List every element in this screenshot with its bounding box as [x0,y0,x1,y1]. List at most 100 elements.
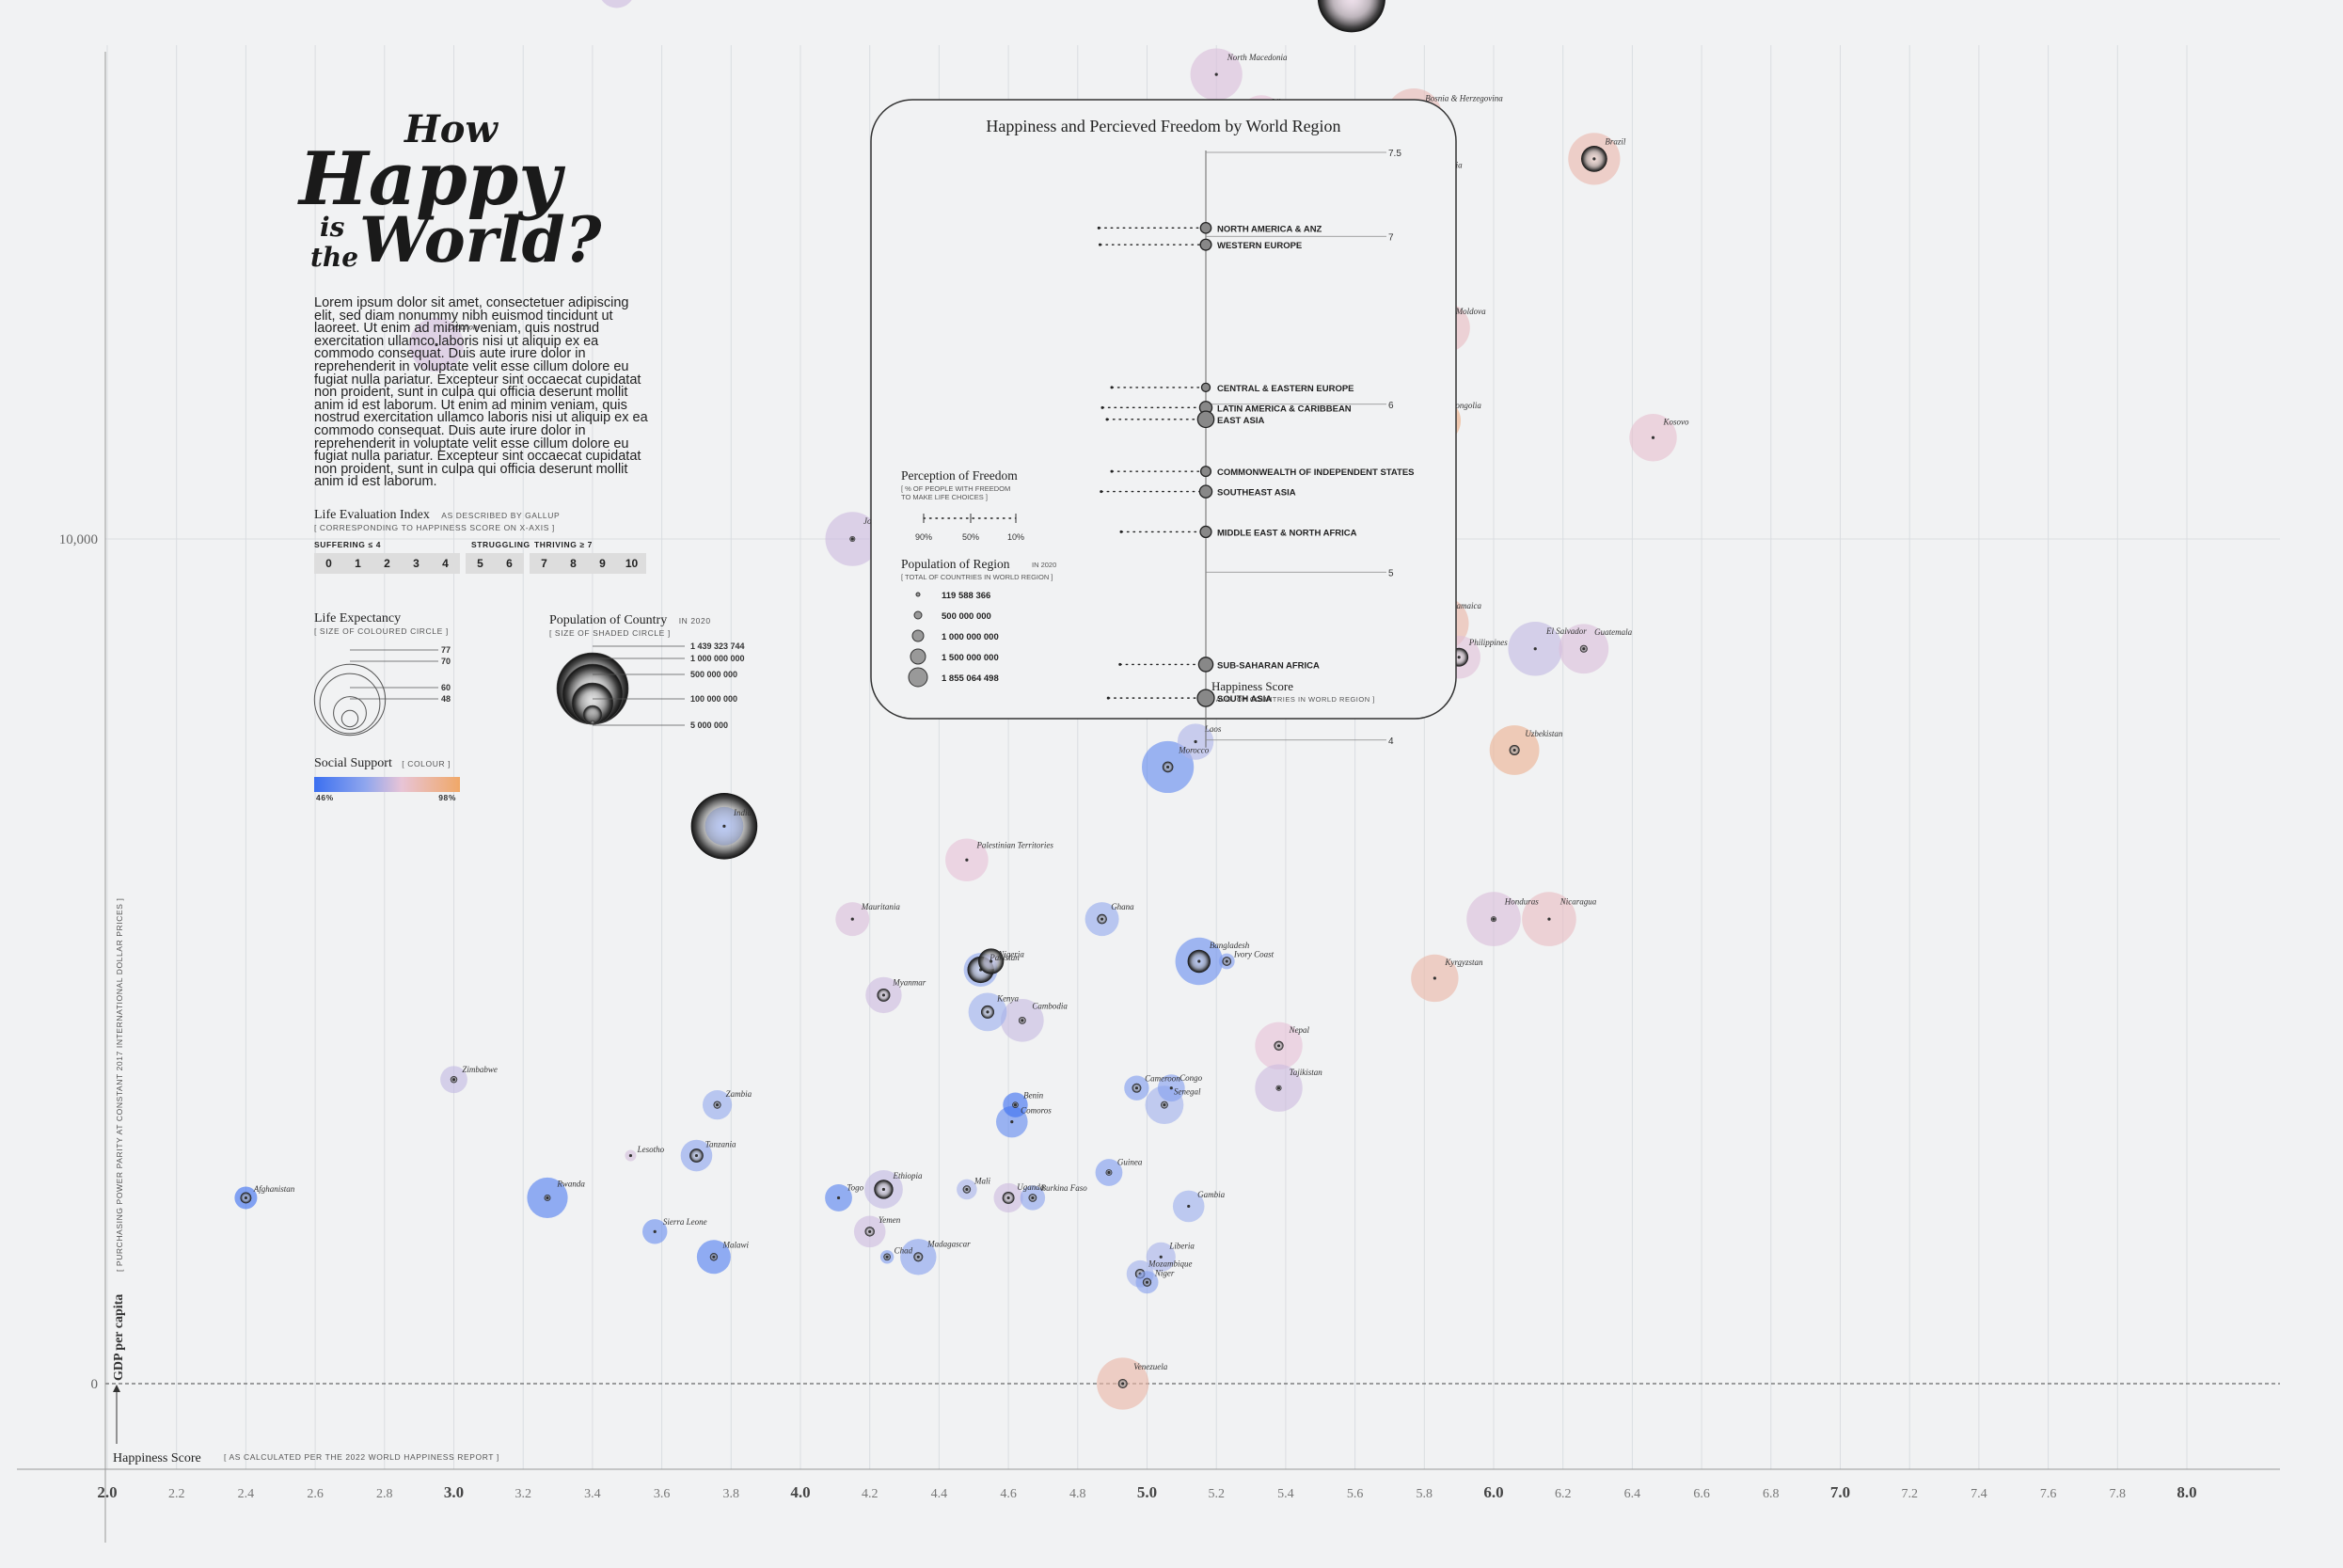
x-tick-label: 5.6 [1347,1487,1364,1501]
social-title: Social Support [314,756,392,770]
country-label: Togo [847,1183,863,1193]
country-label: Uzbekistan [1525,729,1562,738]
region-population-marker [1199,238,1212,251]
x-tick-label: 6.0 [1483,1483,1503,1501]
country-guinea [1095,1159,1123,1186]
region-label: MIDDLE EAST & NORTH AFRICA [1217,528,1357,538]
country-label: Venezuela [1133,1362,1167,1371]
region-freedom-dot [1105,418,1109,421]
popreg-legend-circle [915,592,921,597]
country-mauritania [835,902,870,937]
life-exp-legend-circle [319,673,381,735]
country-center-dot [868,1229,872,1233]
x-tick-label: 4.0 [790,1483,810,1501]
country-center-dot [1457,656,1461,659]
pop-title: Population of Country [549,613,668,627]
country-ghana [1084,902,1119,937]
struggling-label: STRUGGLING [471,540,530,549]
country-label: India [733,808,752,817]
popreg-legend-value: 1 000 000 000 [942,632,999,642]
country-center-dot [1582,647,1586,651]
country-center-dot [435,342,438,347]
pop-legend-value: 1 000 000 000 [690,654,745,663]
country-brazil [1568,133,1621,185]
country-center-dot [1433,976,1436,980]
inset-panel [870,99,1457,720]
x-tick-label: 7.2 [1901,1487,1918,1501]
country-lesotho [625,1149,637,1162]
headline: How Happy is the World? [299,111,694,278]
country-label: Guinea [1117,1158,1143,1167]
country-label: Liberia [1168,1242,1195,1251]
country-center-dot [1121,1382,1125,1386]
life-eval-note: AS DESCRIBED BY GALLUP [441,511,561,520]
country-china [1317,0,1385,33]
country-label: Burkina Faso [1041,1183,1088,1193]
x-tick-label: 4.2 [862,1487,879,1501]
region-freedom-dot [1099,243,1101,246]
life-eval-scale-cell: 5 [466,553,495,574]
country-india [690,793,758,860]
country-center-dot [1159,1255,1163,1259]
country-label: Philippines [1468,638,1508,647]
y-axis-ticks: 010,00020,00030,00040,00050,00060,00070,… [59,532,126,1392]
x-tick-label: 7.6 [2040,1487,2057,1501]
country-label: Uganda [1017,1182,1044,1192]
life-exp-legend: Life Expectancy [ SIZE OF COLOURED CIRCL… [314,611,449,636]
life-exp-legend-value: 60 [441,683,451,692]
country-jordan [825,512,880,566]
life-eval-scale-cell: 2 [372,553,402,574]
region-label: LATIN AMERICA & CARIBBEAN [1217,404,1352,414]
country-label: Mali [974,1177,990,1186]
pop-legend-value: 500 000 000 [690,670,737,679]
country-label: Mongolia [1448,401,1481,410]
country-label: El Salvador [1545,626,1587,636]
country-liberia [1146,1242,1176,1272]
country-label: Senegal [1174,1086,1201,1096]
pop-legend-value: 100 000 000 [690,694,737,704]
social-legend: Social Support [ COLOUR ] 46% 98% [314,754,460,803]
inset-axis-title: Happiness Score [1211,679,1293,693]
region-freedom-dot [1097,226,1100,230]
x-tick-label: 2.0 [97,1483,117,1501]
country-center-dot [1651,436,1655,439]
country-venezuela [1097,1357,1149,1410]
country-label: Ivory Coast [1233,949,1274,958]
headline-the: the [310,242,359,273]
x-axis-arrowhead [113,1385,120,1392]
popreg-legend-value: 1 500 000 000 [942,653,999,663]
x-axis-note: [ AS CALCULATED PER THE 2022 WORLD HAPPI… [224,1452,499,1462]
country-cambodia [1001,999,1044,1042]
popreg-legend-value: 500 000 000 [942,611,991,622]
social-min: 46% [316,793,334,802]
country-guatemala [1559,624,1609,674]
country-label: Benin [1023,1090,1043,1100]
life-exp-legend-value: 77 [441,645,451,655]
x-tick-label: 5.8 [1417,1487,1433,1501]
popreg-legend-circle [908,667,928,688]
country-yemen [853,1215,886,1248]
life-exp-legend-circle [313,663,387,736]
country-label: Laos [1204,724,1222,734]
popreg-legend-circle [910,648,926,665]
country-ivory-coast [1218,953,1235,970]
headline-how: How [404,107,498,151]
country-north-macedonia [1190,48,1243,101]
region-inset: Happiness and Percieved Freedom by World… [870,99,1457,748]
life-eval-sub: [ CORRESPONDING TO HAPPINESS SCORE ON X-… [314,523,555,532]
pop-sub: [ SIZE OF SHADED CIRCLE ] [549,628,671,638]
country-center-dot [916,1255,920,1259]
x-axis-title: Happiness Score [113,1451,201,1465]
country-gambia [1172,1190,1205,1223]
region-freedom-dot [1100,405,1104,409]
country-benin [1003,1092,1028,1117]
country-chad [879,1250,894,1264]
country-center-dot [1107,1170,1111,1175]
x-tick-label: 8.0 [2177,1483,2196,1501]
region-freedom-dot [1119,530,1123,533]
country-label: Palestinian Territories [975,841,1053,850]
thriving-label: THRIVING ≥ 7 [534,540,593,549]
country-malawi [696,1240,731,1275]
region-label: SOUTHEAST ASIA [1217,488,1296,499]
x-tick-label: 6.8 [1763,1487,1780,1501]
